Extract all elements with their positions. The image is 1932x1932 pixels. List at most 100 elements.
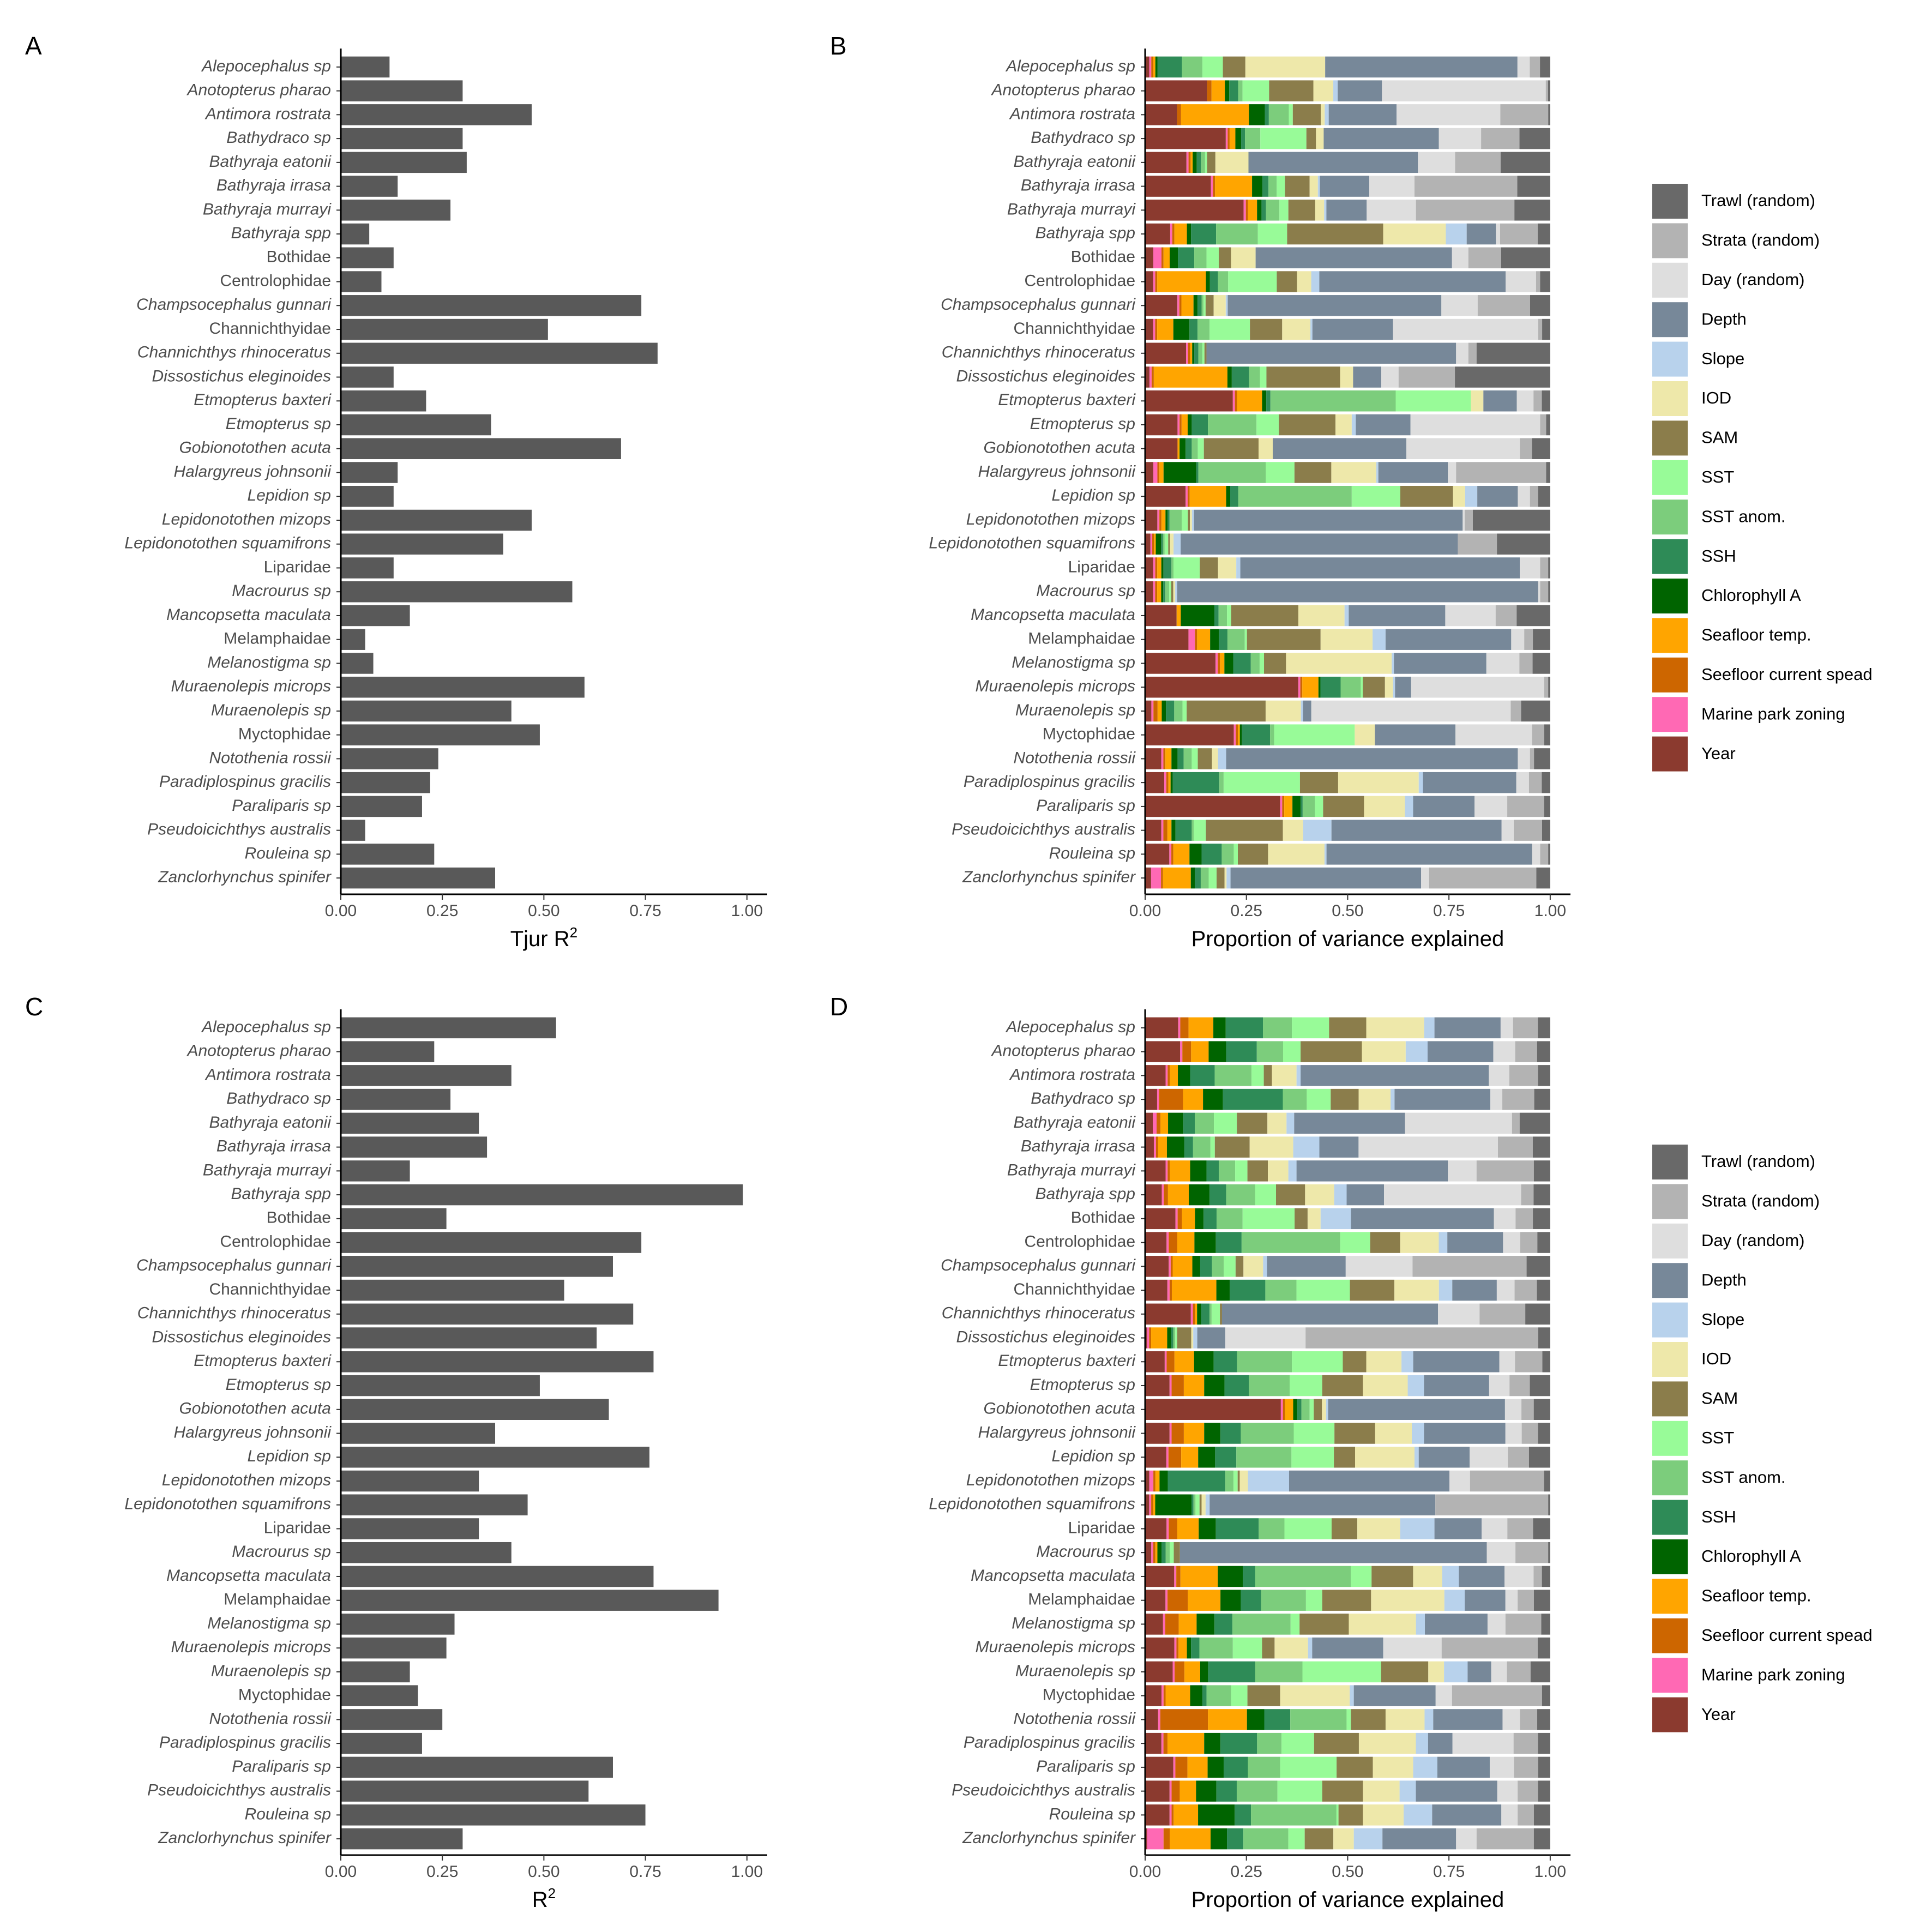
legend-key <box>1652 1263 1688 1298</box>
bar-segment <box>1356 414 1411 436</box>
bar-segment <box>1163 533 1165 555</box>
bar-segment <box>1538 1732 1550 1754</box>
bar-segment <box>1219 247 1231 269</box>
bar-segment <box>1220 1732 1257 1754</box>
bar-segment <box>1514 820 1542 841</box>
bar-segment <box>1414 1447 1419 1468</box>
bar-segment <box>1163 462 1196 483</box>
bar-segment <box>1300 676 1303 698</box>
bar-segment <box>1441 295 1478 316</box>
bar-segment <box>1512 1112 1520 1134</box>
bar-segment <box>1363 676 1385 698</box>
category-label: Myctophidae <box>1043 725 1135 743</box>
bar-segment <box>1429 867 1537 889</box>
category-label: Notothenia rossii <box>1014 1710 1136 1728</box>
bar-segment <box>1383 223 1446 245</box>
bar-segment <box>1286 653 1392 674</box>
bar-segment <box>1418 1447 1470 1468</box>
bar-segment <box>1181 1447 1199 1468</box>
bar-segment <box>1299 1614 1349 1635</box>
bar-segment <box>1507 796 1544 817</box>
bar-segment <box>1206 820 1283 841</box>
bar-segment <box>1159 509 1161 531</box>
bar-segment <box>1145 438 1178 459</box>
bar-segment <box>1155 1470 1160 1492</box>
legend-key <box>1652 381 1688 416</box>
bar-segment <box>1465 1590 1506 1611</box>
bar-segment <box>1416 1732 1428 1754</box>
bar-segment <box>1219 629 1227 650</box>
category-label: Melanostigma sp <box>207 653 331 671</box>
bar-segment <box>1331 1088 1359 1110</box>
x-tick-label: 0.00 <box>1129 902 1161 920</box>
bar-segment <box>1225 80 1230 101</box>
bar-segment <box>1233 844 1238 865</box>
bar-segment <box>1340 1232 1370 1253</box>
bar-segment <box>1145 1303 1191 1325</box>
bar-segment <box>1519 128 1550 149</box>
bar-segment <box>1158 1709 1160 1730</box>
category-label: Anotopterus pharao <box>186 81 331 99</box>
bar-segment <box>1230 486 1238 507</box>
bar-segment <box>1456 462 1546 483</box>
bar-segment <box>1262 1637 1275 1659</box>
bar <box>341 1208 447 1230</box>
bar-segment <box>1145 56 1149 78</box>
bar-segment <box>1227 128 1230 149</box>
bar-segment <box>1305 1327 1538 1349</box>
bar-segment <box>1174 700 1183 722</box>
bar-segment <box>1161 247 1164 269</box>
bar-segment <box>1190 1065 1215 1086</box>
bar-segment <box>1248 200 1257 221</box>
category-label: Mancopsetta maculata <box>166 1567 331 1585</box>
bar-segment <box>1192 1256 1200 1277</box>
bar-segment <box>1299 772 1338 793</box>
panel-c: C Alepocephalus sp Anotopterus pharao Antim… <box>25 992 767 1912</box>
category-label: Muraenolepis sp <box>1015 701 1135 719</box>
bar-segment <box>1145 509 1158 531</box>
bar-segment <box>1397 104 1501 125</box>
bar-segment <box>1533 1184 1550 1206</box>
category-label: Alepocephalus sp <box>201 57 331 75</box>
bar <box>341 366 394 388</box>
bar-segment <box>1434 1017 1501 1039</box>
bar-segment <box>1167 1327 1171 1349</box>
bar-segment <box>1259 438 1273 459</box>
bar-segment <box>1274 1637 1308 1659</box>
category-label: Muraenolepis microps <box>976 677 1135 695</box>
bar-segment <box>1416 1614 1425 1635</box>
bar-segment <box>1288 1828 1305 1850</box>
bar-segment <box>1173 557 1200 579</box>
bar-segment <box>1177 438 1180 459</box>
bar-segment <box>1345 1256 1413 1277</box>
bar-segment <box>1268 104 1289 125</box>
category-label: Liparidae <box>264 558 331 576</box>
bar-segment <box>1439 1279 1453 1301</box>
bar <box>341 1184 743 1206</box>
bar <box>341 1590 719 1611</box>
bar-segment <box>1220 1590 1241 1611</box>
bar-segment <box>1405 796 1413 817</box>
legend-key <box>1652 1381 1688 1417</box>
bar-segment <box>1351 1208 1494 1230</box>
bar-segment <box>1505 1423 1522 1444</box>
bar-segment <box>1481 128 1520 149</box>
bar-segment <box>1164 772 1166 793</box>
category-label: Macrourus sp <box>232 1543 331 1561</box>
bar-segment <box>1145 1136 1154 1158</box>
legend-key <box>1652 1658 1688 1693</box>
legend-label: SST <box>1701 1428 1734 1447</box>
bar-segment <box>1225 1017 1263 1039</box>
category-label: Alepocephalus sp <box>1005 57 1135 75</box>
bar-segment <box>1371 1566 1413 1587</box>
bar-segment <box>1145 200 1244 221</box>
bar-segment <box>1314 1732 1359 1754</box>
bar-segment <box>1207 80 1212 101</box>
bar-segment <box>1505 1590 1518 1611</box>
bar-segment <box>1153 1470 1155 1492</box>
bar-segment <box>1157 56 1182 78</box>
bar-segment <box>1248 1756 1280 1778</box>
bar-segment <box>1413 1756 1437 1778</box>
bar-segment <box>1544 796 1550 817</box>
